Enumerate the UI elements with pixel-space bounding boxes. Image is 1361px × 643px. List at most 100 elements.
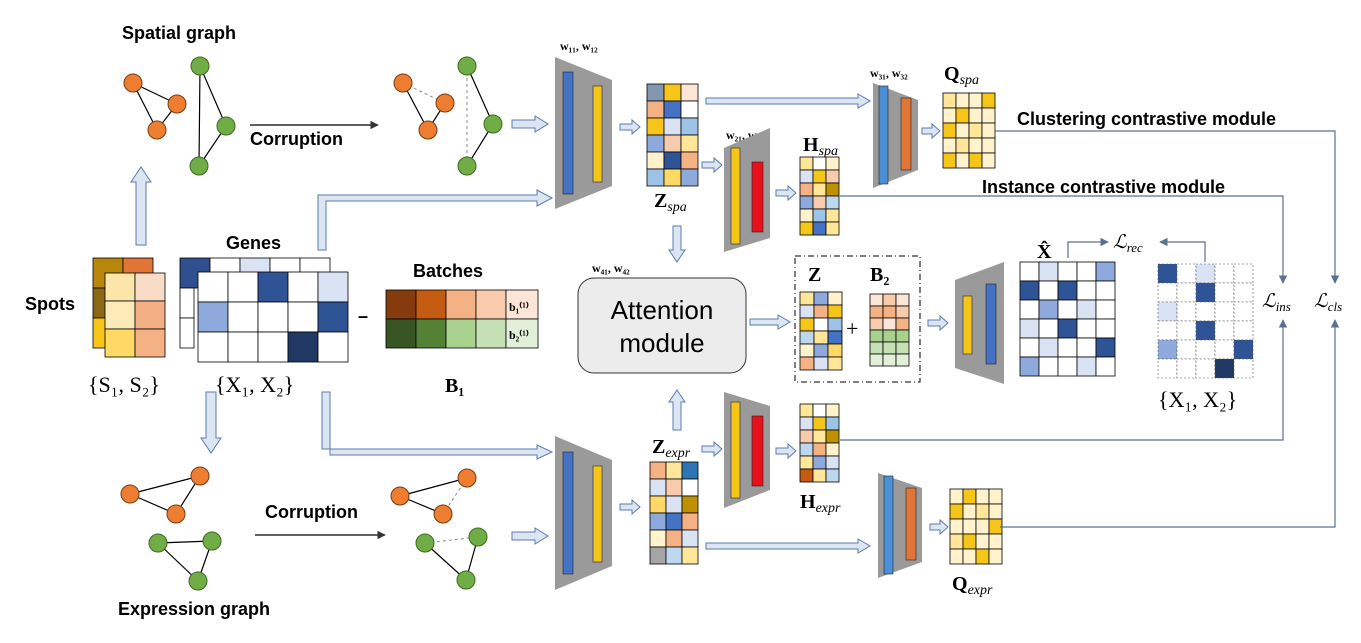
- hspa-to-lins-line: [840, 195, 1288, 284]
- h-spa-label: Hspa: [803, 134, 838, 159]
- instance-module-label: Instance contrastive module: [982, 177, 1225, 197]
- h-spa-matrix: [799, 156, 840, 236]
- h-expr-label: Hexpr: [800, 491, 841, 516]
- x-hat-matrix: [1019, 261, 1116, 377]
- zexpr-to-hexpr-arrow: [701, 440, 723, 458]
- zb-to-decoder-arrow: [927, 314, 949, 332]
- graph-to-encoder-arrow-top: [511, 115, 549, 133]
- l-cls-label: ℒcls: [1314, 291, 1342, 314]
- hexpr-enc-to-matrix-arrow: [775, 442, 797, 460]
- matrix-cell: [1019, 337, 1040, 358]
- qspa-to-lcls-line: [995, 130, 1340, 284]
- matrix-cell: [975, 503, 990, 520]
- z-expr-label: Zexpr: [652, 436, 691, 461]
- matrix-cell: [1233, 301, 1254, 322]
- matrix-cell: [962, 518, 977, 535]
- spots-matrix: [92, 257, 166, 358]
- spots-to-spatial-arrow: [130, 166, 152, 246]
- matrix-cell: [1214, 301, 1235, 322]
- matrix-cell: [975, 488, 990, 505]
- matrix-cell: [968, 152, 983, 169]
- expression-graph: [120, 466, 222, 591]
- matrix-cell: [1019, 261, 1040, 282]
- matrix-cell: [1057, 261, 1078, 282]
- w-enc-label: w₁₁, w₁₂: [560, 39, 598, 53]
- matrix-cell: [955, 107, 970, 124]
- hexpr-to-lins-line: [840, 319, 1288, 441]
- matrix-cell: [1214, 339, 1235, 360]
- matrix-cell: [1076, 299, 1097, 320]
- matrix-cell: [975, 533, 990, 550]
- matrix-cell: [1195, 282, 1216, 303]
- zexpr-to-attention-arrow: [668, 389, 686, 431]
- corrupted-expression-graph: [390, 468, 488, 590]
- z-matrix: [799, 291, 843, 371]
- x-right-matrix: [1157, 263, 1254, 379]
- matrix-cell: [1095, 299, 1116, 320]
- matrix-cell: [1214, 320, 1235, 341]
- matrix-cell: [1095, 261, 1116, 282]
- encoder-to-zspa-arrow: [619, 118, 641, 136]
- matrix-cell: [1195, 263, 1216, 284]
- matrix-cell: [942, 92, 957, 109]
- x-hat-label: X̂: [1037, 239, 1052, 263]
- h-expr-encoder: [724, 392, 770, 508]
- matrix-cell: [1076, 261, 1097, 282]
- matrix-cell: [1176, 358, 1197, 379]
- matrix-cell: [942, 137, 957, 154]
- z-b2-box: [794, 255, 921, 383]
- expression-graph-label: Expression graph: [118, 599, 270, 619]
- graph-to-encoder-arrow-bottom: [511, 527, 549, 545]
- matrix-cell: [1095, 337, 1116, 358]
- attention-module: [577, 277, 747, 374]
- matrix-cell: [1057, 318, 1078, 339]
- encoder-to-zexpr-arrow: [619, 498, 641, 516]
- matrix-cell: [968, 107, 983, 124]
- h-expr-matrix: [799, 403, 840, 483]
- matrix-cell: [988, 533, 1003, 550]
- matrix-cell: [1157, 320, 1178, 341]
- matrix-cell: [1019, 318, 1040, 339]
- zexpr-to-qexpr-arrow: [705, 538, 871, 554]
- matrix-cell: [1057, 337, 1078, 358]
- clustering-module-label: Clustering contrastive module: [1017, 109, 1276, 129]
- q-expr-label: Qexpr: [952, 573, 993, 598]
- matrix-cell: [1095, 356, 1116, 377]
- q-spa-label: Qspa: [944, 63, 979, 88]
- qspa-enc-to-matrix-arrow: [921, 122, 941, 140]
- z-expr-matrix: [649, 461, 699, 565]
- corrupted-spatial-graph: [393, 56, 503, 176]
- matrix-cell: [1157, 282, 1178, 303]
- q-spa-matrix: [942, 92, 996, 169]
- matrix-cell: [962, 548, 977, 565]
- matrix-cell: [949, 548, 964, 565]
- matrix-cell: [1076, 337, 1097, 358]
- b1-row-label: b₁⁽¹⁾: [509, 300, 529, 314]
- matrix-cell: [1019, 280, 1040, 301]
- attention-to-zb-arrow: [749, 314, 791, 330]
- matrix-cell: [1076, 280, 1097, 301]
- matrix-cell: [981, 92, 996, 109]
- qexpr-enc-to-matrix-arrow: [929, 518, 949, 536]
- matrix-cell: [1019, 356, 1040, 377]
- xhat-to-lrec-line: [1067, 237, 1109, 258]
- matrix-cell: [942, 107, 957, 124]
- matrix-cell: [981, 122, 996, 139]
- genes-matrix: [179, 257, 349, 363]
- matrix-cell: [988, 503, 1003, 520]
- matrix-cell: [988, 548, 1003, 565]
- matrix-cell: [1076, 318, 1097, 339]
- matrix-cell: [1176, 282, 1197, 303]
- matrix-cell: [1214, 358, 1235, 379]
- b2-row-label: b₂⁽¹⁾: [509, 328, 529, 342]
- matrix-cell: [949, 503, 964, 520]
- matrix-cell: [942, 122, 957, 139]
- matrix-cell: [1057, 356, 1078, 377]
- b2-label: B₂: [870, 264, 889, 286]
- genes-to-expression-arrow: [200, 391, 222, 454]
- matrix-cell: [1157, 358, 1178, 379]
- attention-label-line2: module: [619, 328, 704, 358]
- matrix-cell: [1019, 299, 1040, 320]
- b2-matrix: [869, 293, 910, 367]
